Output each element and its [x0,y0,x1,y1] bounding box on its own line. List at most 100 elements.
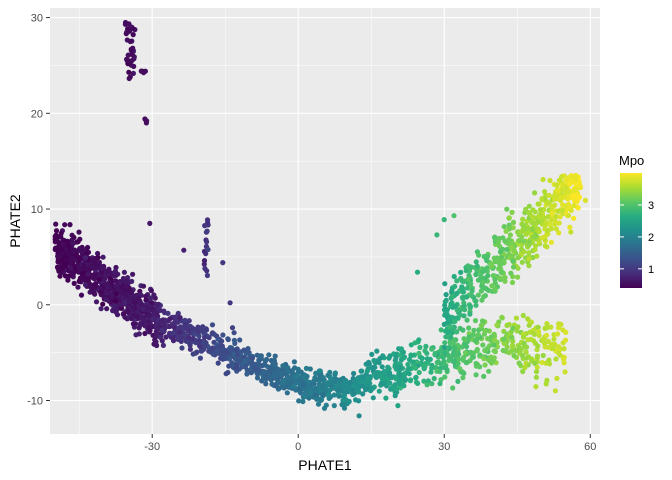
data-point [123,278,129,285]
data-point [100,301,106,307]
data-point [104,306,110,312]
data-point [527,329,533,335]
data-point [482,328,488,334]
data-point [351,380,357,386]
data-point [440,353,446,360]
data-point [495,239,501,245]
data-point [242,364,248,370]
data-point [481,253,487,260]
x-tick-label: 60 [584,441,596,453]
data-point [303,365,309,371]
data-point [162,310,168,316]
data-point [55,253,61,259]
data-point [150,316,156,322]
data-point [434,232,440,238]
data-point [480,284,486,290]
data-point [530,234,536,240]
data-point [552,202,558,208]
data-point [432,350,438,356]
data-point [527,239,533,245]
data-point [189,325,195,331]
data-point [510,325,516,331]
data-point [457,325,463,331]
data-point [57,273,63,279]
data-point [256,358,262,364]
data-point [246,350,252,356]
data-point [497,249,504,255]
y-tick-label: 20 [31,108,43,120]
data-point [254,375,261,381]
data-point [346,398,352,405]
data-point [466,334,472,340]
data-point [154,302,160,308]
data-point [162,320,168,326]
data-point [393,386,399,392]
data-point [308,390,314,396]
data-point [534,353,541,359]
data-point [526,250,532,256]
data-point [465,263,471,269]
data-point [553,213,559,220]
data-point [113,298,119,304]
data-point [337,377,343,383]
data-point [98,306,104,312]
data-point [501,340,507,346]
data-point [245,346,251,352]
data-point [438,377,444,383]
data-point [563,337,569,343]
data-point [450,358,456,364]
data-point [69,237,75,243]
data-point [124,283,130,289]
data-point [364,368,370,374]
data-point [317,386,323,392]
data-point [544,325,550,331]
data-point [474,346,480,353]
data-point [571,188,577,194]
data-point [75,264,82,270]
data-point [407,378,413,384]
data-point [369,351,375,357]
data-point [540,176,546,183]
data-point [529,214,535,220]
data-point [92,282,98,288]
data-point [416,369,422,376]
data-point [96,277,102,283]
data-point [108,280,115,286]
data-point [275,379,281,385]
data-point [554,182,560,188]
data-point [149,300,155,306]
data-point [199,327,205,334]
data-point [98,292,104,298]
data-point [449,289,455,295]
data-point [298,390,304,396]
data-point [576,194,583,200]
data-point [501,257,507,263]
data-point [421,378,427,384]
data-point [159,327,165,333]
data-point [568,229,574,235]
y-tick-label: 10 [31,204,43,216]
data-point [496,243,503,249]
data-point [300,386,306,392]
data-point [526,210,532,216]
data-point [443,292,449,298]
data-point [244,371,250,377]
data-point [266,352,272,358]
data-point [317,376,323,382]
data-point [232,365,239,371]
data-point [148,288,154,294]
data-point [522,364,528,371]
data-point [341,392,348,398]
data-point [78,292,85,298]
data-point [232,340,238,346]
data-point [452,345,458,351]
data-point [481,294,487,300]
data-point [454,329,460,335]
data-point [198,348,205,354]
data-point [435,359,442,365]
data-point [516,360,522,366]
data-point [556,344,562,350]
data-point [463,337,469,343]
data-point [511,353,517,359]
data-point [523,360,529,366]
